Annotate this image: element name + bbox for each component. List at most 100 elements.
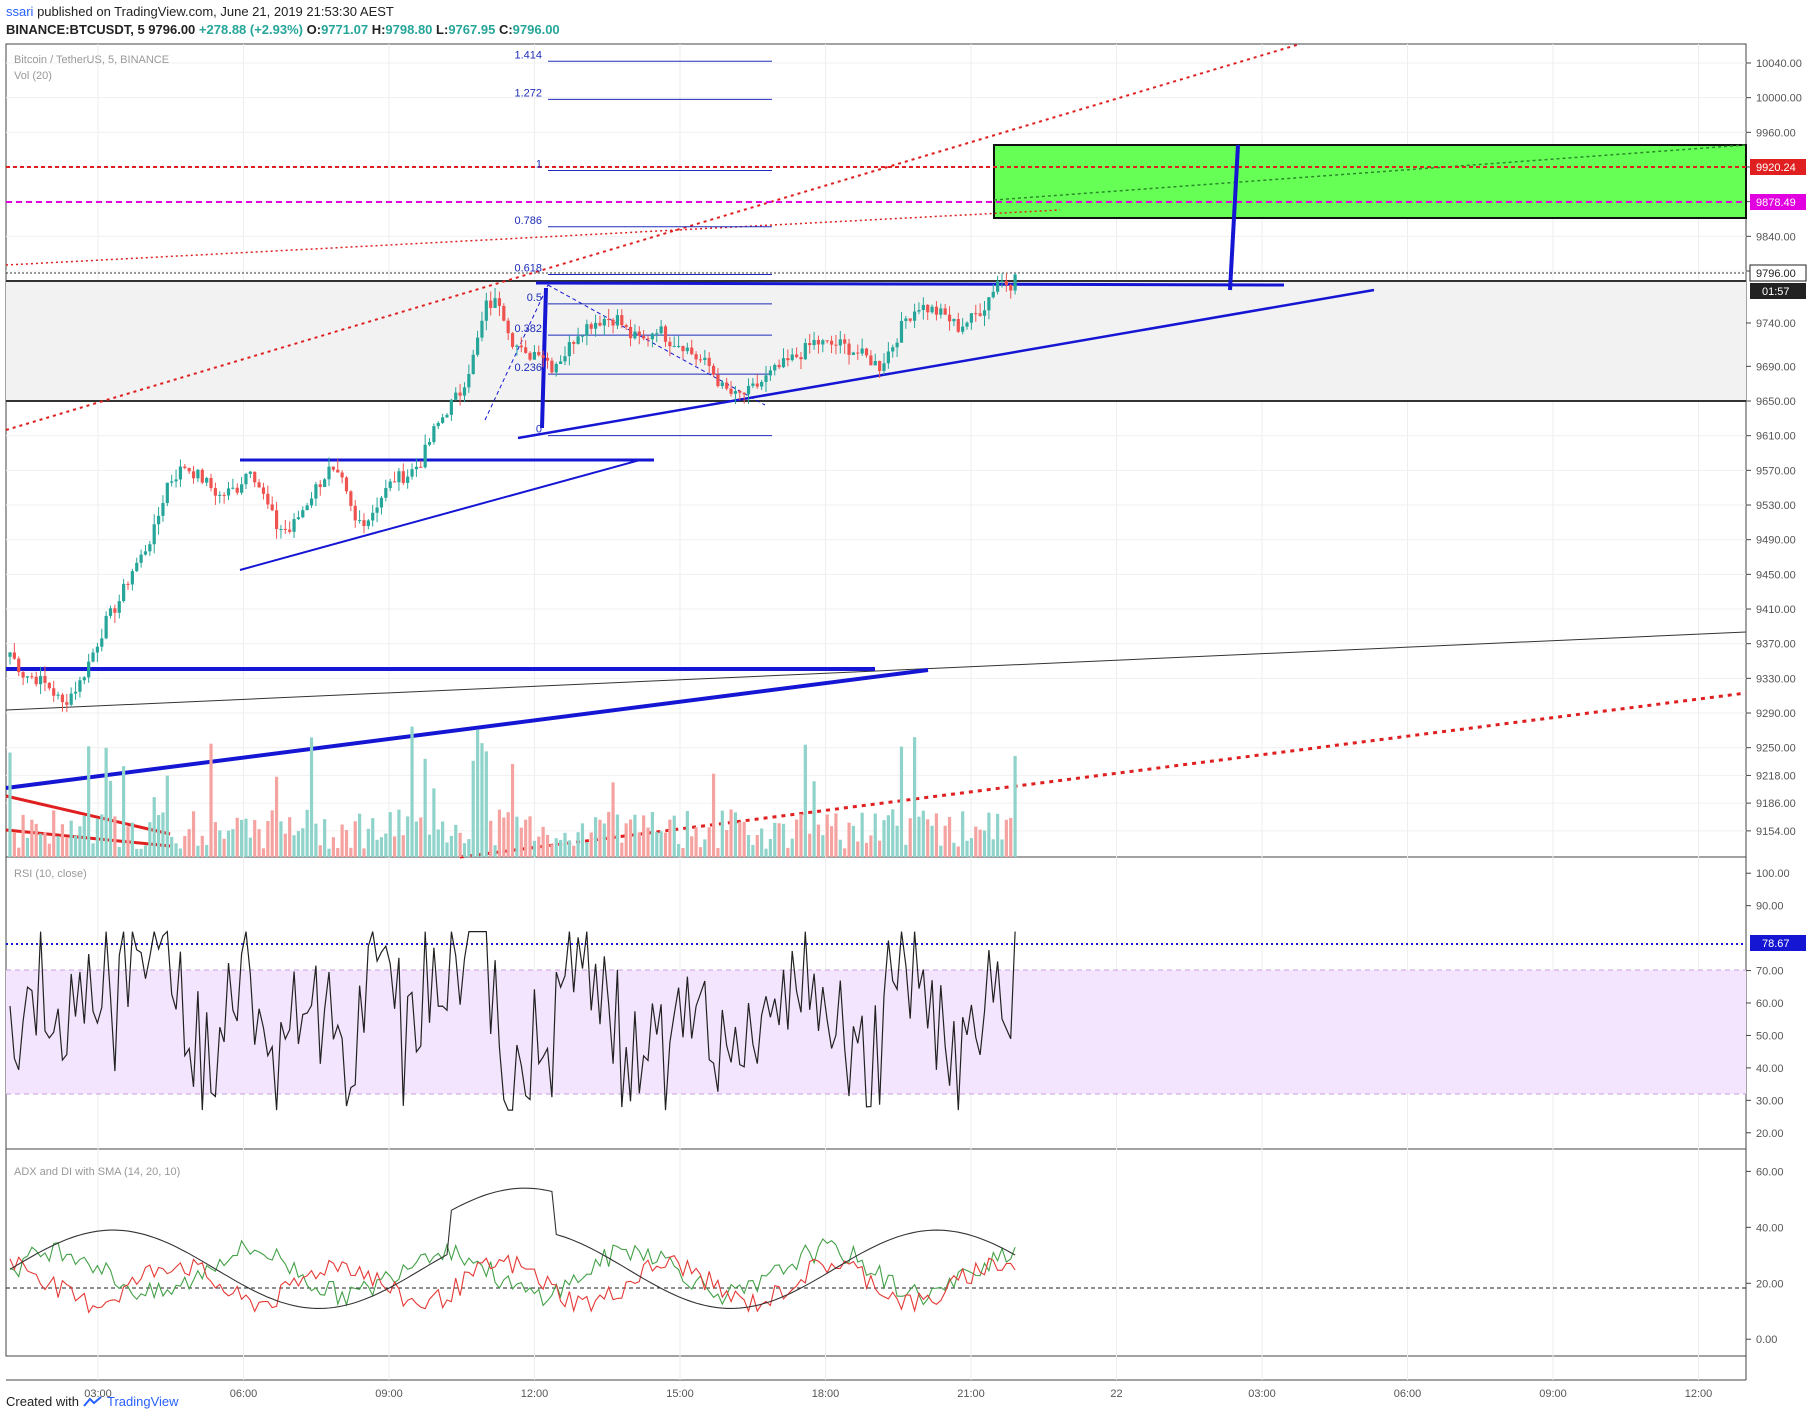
volume-bar bbox=[746, 835, 751, 857]
candle-body bbox=[677, 345, 681, 347]
volume-bar bbox=[235, 817, 239, 857]
volume-bar bbox=[95, 818, 99, 857]
volume-bar bbox=[510, 763, 515, 857]
price-tick: 9186.00 bbox=[1756, 798, 1796, 810]
candle-body bbox=[475, 337, 480, 355]
volume-bar bbox=[838, 839, 842, 857]
volume-bar bbox=[25, 837, 30, 857]
candle-body bbox=[808, 343, 812, 346]
candle-body bbox=[668, 341, 672, 347]
candle-body bbox=[821, 340, 825, 345]
price-tick: 9960.00 bbox=[1756, 127, 1796, 139]
candle-body bbox=[659, 326, 663, 334]
candle-body bbox=[694, 354, 698, 360]
volume-bar bbox=[904, 844, 908, 857]
candle-body bbox=[947, 314, 952, 322]
candle-body bbox=[270, 504, 274, 511]
volume-bar bbox=[646, 827, 650, 857]
volume-bar bbox=[274, 776, 279, 857]
grid bbox=[6, 44, 1746, 1380]
candle-body bbox=[550, 360, 554, 373]
candle-body bbox=[253, 471, 257, 483]
time-tick: 03:00 bbox=[1248, 1388, 1276, 1400]
volume-bar bbox=[358, 813, 362, 857]
volume-bar bbox=[161, 812, 165, 857]
volume-bar bbox=[113, 816, 117, 857]
volume-bar bbox=[21, 814, 25, 857]
price-tick: 9154.00 bbox=[1756, 826, 1796, 838]
volume-bar bbox=[270, 810, 274, 857]
candle-body bbox=[982, 310, 987, 316]
range-box bbox=[6, 281, 1746, 401]
volume-bar bbox=[170, 837, 174, 857]
candle-body bbox=[961, 326, 965, 332]
volume-bar bbox=[423, 758, 427, 857]
author-link[interactable]: ssari bbox=[6, 4, 34, 19]
candle-body bbox=[672, 346, 676, 348]
candle-body bbox=[279, 528, 283, 530]
volume-bar bbox=[711, 773, 716, 857]
tag-9920-bg bbox=[1750, 159, 1806, 175]
fib-label: 1.414 bbox=[514, 49, 542, 61]
volume-bar bbox=[266, 820, 270, 857]
candle-body bbox=[755, 383, 759, 387]
candle-body bbox=[698, 359, 703, 361]
volume-bar bbox=[152, 797, 156, 857]
volume-bar bbox=[196, 845, 200, 857]
volume-bar bbox=[502, 817, 506, 857]
candle-body bbox=[646, 338, 650, 340]
candle-body bbox=[484, 300, 488, 321]
rsi-tick: 40.00 bbox=[1756, 1063, 1784, 1075]
volume-bar bbox=[414, 821, 419, 857]
volume-bar bbox=[427, 834, 432, 857]
price-tick: 9290.00 bbox=[1756, 708, 1796, 720]
candle-body bbox=[261, 487, 266, 494]
candle-body bbox=[860, 348, 864, 354]
adx-tick: 60.00 bbox=[1756, 1166, 1784, 1178]
volume-bar bbox=[143, 845, 148, 857]
volume-bar bbox=[1004, 819, 1008, 857]
candle-body bbox=[729, 388, 733, 394]
volume-bar bbox=[803, 744, 807, 857]
volume-bar bbox=[52, 810, 56, 857]
candle-body bbox=[1013, 274, 1017, 291]
adx-tick: 40.00 bbox=[1756, 1222, 1784, 1234]
ohlc-line: BINANCE:BTCUSDT, 5 9796.00 +278.88 (+2.9… bbox=[6, 22, 560, 37]
volume-bar bbox=[847, 822, 851, 857]
volume-bar bbox=[65, 837, 69, 857]
candle-body bbox=[30, 676, 34, 678]
price-tick: 9530.00 bbox=[1756, 500, 1796, 512]
rsi-axis: 100.00 90.00 70.00 60.00 50.00 40.00 30.00 20.0… bbox=[1746, 868, 1790, 1140]
candle-body bbox=[414, 466, 419, 470]
time-tick: 09:00 bbox=[375, 1388, 403, 1400]
volume-bar bbox=[323, 819, 327, 857]
volume-bar bbox=[576, 832, 580, 857]
candle-body bbox=[803, 343, 807, 360]
volume-bar bbox=[130, 822, 134, 857]
time-tick: 22 bbox=[1110, 1388, 1122, 1400]
candle-body bbox=[707, 357, 711, 366]
price-tick: 9610.00 bbox=[1756, 431, 1796, 443]
price-tick: 10040.00 bbox=[1756, 58, 1802, 70]
volume-bar bbox=[773, 822, 777, 857]
tradingview-link[interactable]: TradingView bbox=[106, 1394, 179, 1409]
candle-body bbox=[401, 471, 405, 483]
time-tick: 18:00 bbox=[812, 1388, 840, 1400]
candle-body bbox=[213, 488, 217, 496]
volume-bar bbox=[305, 809, 309, 857]
volume-bar bbox=[336, 848, 340, 857]
volume-bar bbox=[454, 824, 458, 857]
price-tick: 9450.00 bbox=[1756, 569, 1796, 581]
candle-body bbox=[331, 466, 335, 470]
volume-bar bbox=[812, 781, 816, 857]
upper-red-trendline bbox=[5, 43, 1301, 431]
volume-bar bbox=[200, 835, 204, 857]
candle-body bbox=[283, 528, 287, 530]
adx-title: ADX and DI with SMA (14, 20, 10) bbox=[14, 1166, 180, 1178]
candle-body bbox=[843, 339, 847, 344]
candle-body bbox=[47, 682, 51, 689]
candle-body bbox=[340, 472, 344, 478]
volume-bar bbox=[659, 831, 663, 857]
adx-tick: 20.00 bbox=[1756, 1278, 1784, 1290]
